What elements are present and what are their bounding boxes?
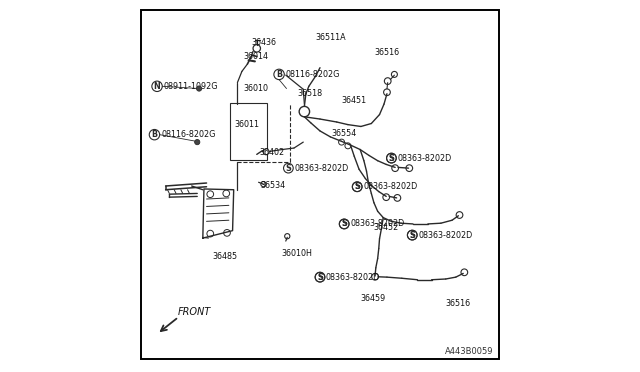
Text: 36518: 36518	[297, 89, 322, 98]
Text: 08363-8202D: 08363-8202D	[350, 219, 404, 228]
Text: 36459: 36459	[360, 294, 385, 303]
Text: A443B0059: A443B0059	[444, 347, 493, 356]
Text: 08363-8202D: 08363-8202D	[363, 182, 417, 191]
Text: 36436: 36436	[251, 38, 276, 46]
Circle shape	[263, 149, 269, 155]
Text: 36554: 36554	[331, 129, 356, 138]
Text: 36010: 36010	[243, 84, 268, 93]
Circle shape	[195, 140, 200, 145]
Text: N: N	[154, 82, 161, 91]
Text: 36485: 36485	[213, 252, 238, 261]
Text: S: S	[388, 154, 394, 163]
Text: B: B	[276, 70, 282, 79]
Text: 36011: 36011	[235, 120, 260, 129]
Text: 36516: 36516	[374, 48, 399, 57]
Text: 08911-1092G: 08911-1092G	[164, 82, 218, 91]
Text: S: S	[410, 231, 415, 240]
Text: FRONT: FRONT	[178, 307, 211, 317]
Text: 36451: 36451	[342, 96, 367, 105]
Circle shape	[196, 86, 202, 91]
Text: 08363-8202D: 08363-8202D	[418, 231, 472, 240]
Text: S: S	[317, 273, 323, 282]
Text: S: S	[317, 273, 323, 282]
Text: 08116-8202G: 08116-8202G	[286, 70, 340, 79]
Text: 36010H: 36010H	[282, 249, 312, 258]
Text: S: S	[410, 231, 415, 240]
Text: 08363-8202D: 08363-8202D	[326, 273, 380, 282]
Text: S: S	[285, 164, 291, 173]
Text: 36516: 36516	[445, 299, 471, 308]
Bar	[230, 103, 267, 160]
Text: 36452: 36452	[373, 223, 399, 232]
Text: 36402: 36402	[259, 148, 284, 157]
Text: 36511A: 36511A	[316, 33, 346, 42]
Text: S: S	[341, 219, 347, 228]
Text: 08116-8202G: 08116-8202G	[161, 130, 216, 139]
Text: S: S	[388, 154, 394, 163]
Text: 36534: 36534	[260, 181, 285, 190]
Text: B: B	[152, 130, 157, 139]
Text: S: S	[355, 182, 360, 191]
Text: S: S	[355, 182, 360, 191]
Text: 08363-8202D: 08363-8202D	[397, 154, 452, 163]
Text: S: S	[341, 219, 347, 228]
Text: 36014: 36014	[243, 52, 268, 61]
Text: 08363-8202D: 08363-8202D	[294, 164, 349, 173]
